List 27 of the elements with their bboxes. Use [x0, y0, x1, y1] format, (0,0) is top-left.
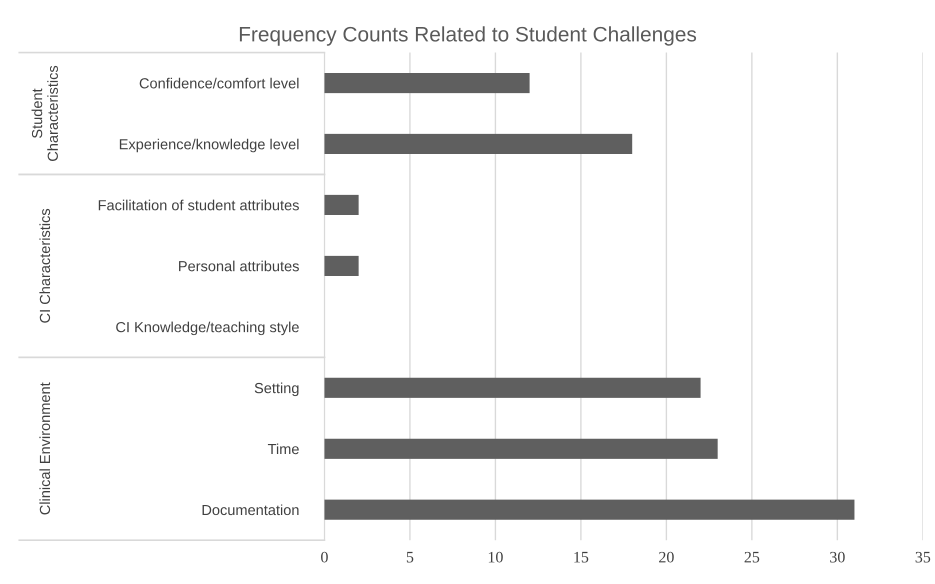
x-tick-label: 35: [916, 552, 930, 563]
bar: [324, 378, 701, 398]
bar: [324, 500, 854, 520]
x-tick-label: 15: [574, 552, 588, 563]
x-tick-label: 30: [830, 552, 845, 563]
bar: [324, 72, 530, 94]
y-tick-label: Time: [268, 443, 299, 454]
y-tick-label: Personal attributes: [179, 260, 299, 272]
bar: [324, 256, 359, 276]
bar: [324, 134, 632, 154]
bar: [324, 438, 718, 459]
text: Clinical Environment: [39, 382, 50, 514]
x-tick-label: 5: [406, 552, 414, 563]
x-tick-label: 25: [744, 552, 760, 563]
bar: [324, 194, 359, 216]
y-tick-label: Confidence/comfort level: [140, 78, 298, 88]
chart-title: Frequency Counts Related to Student Challenges: [240, 26, 696, 46]
text: Student Characteristics: [32, 66, 58, 161]
x-tick-label: 20: [659, 552, 674, 563]
y-tick-label: Setting: [254, 382, 299, 396]
x-tick-label: 10: [488, 552, 503, 563]
y-tick-label: Facilitation of student attributes: [98, 200, 299, 210]
y-tick-label: Experience/knowledge level: [120, 138, 298, 152]
text: CI Characteristics: [39, 208, 50, 323]
x-tick-label: 0: [321, 552, 328, 563]
y-tick-label: CI Knowledge/teaching style: [116, 322, 299, 336]
y-tick-label: Documentation: [202, 504, 299, 516]
